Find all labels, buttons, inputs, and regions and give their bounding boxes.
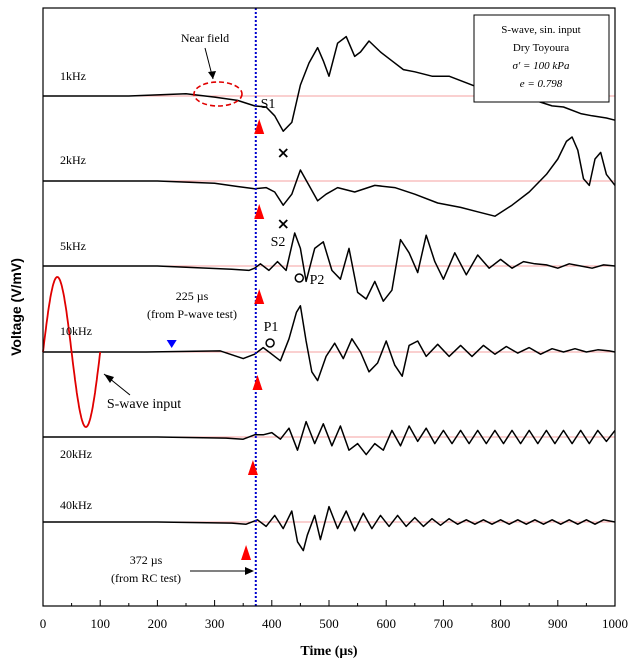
trace-40kHz (43, 505, 616, 552)
series-label-2kHz: 2kHz (60, 153, 86, 167)
x-tick-label-100: 100 (90, 616, 110, 631)
arrival-marker-20kHz (247, 460, 258, 475)
s1-marker (278, 148, 288, 158)
x-tick-label-600: 600 (376, 616, 396, 631)
legend-line-1: S-wave, sin. input (501, 24, 580, 36)
p-wave-source-label: (from P-wave test) (147, 307, 237, 321)
s1-label: S1 (261, 97, 276, 112)
rc-source-label: (from RC test) (111, 571, 181, 585)
x-tick-label-1000: 1000 (602, 616, 628, 631)
x-tick-label-700: 700 (434, 616, 454, 631)
arrival-marker-40kHz (241, 545, 252, 560)
trace-10kHz (43, 305, 616, 382)
x-tick-label-200: 200 (148, 616, 168, 631)
arrival-marker-5kHz (254, 289, 265, 304)
x-tick-label-400: 400 (262, 616, 282, 631)
rc-test-annotation: 372 µs (from RC test) (111, 553, 254, 585)
legend-line-4: e = 0.798 (520, 78, 563, 90)
x-tick-label-500: 500 (319, 616, 339, 631)
arrival-marker-10kHz (252, 375, 263, 390)
x-ticks-group: 0 100 200 300 400 500 600 700 800 900 1000 (40, 600, 628, 631)
input-sine-wave (42, 276, 102, 428)
series-label-10kHz: 10kHz (60, 324, 92, 338)
series-label-20kHz: 20kHz (60, 447, 92, 461)
legend-line-2: Dry Toyoura (513, 42, 569, 54)
trace-5kHz (43, 232, 616, 302)
arrival-marker-2kHz (254, 204, 265, 219)
x-tick-label-900: 900 (548, 616, 568, 631)
series-label-5kHz: 5kHz (60, 239, 86, 253)
trace-2kHz (43, 136, 616, 217)
s2-marker (278, 219, 288, 229)
s-wave-input-label: S-wave input (107, 397, 181, 412)
p1-label: P1 (264, 320, 279, 335)
p-wave-marker (166, 340, 177, 348)
arrival-marker-1kHz (254, 119, 265, 134)
markers-group (166, 8, 305, 606)
p2-label: P2 (310, 273, 325, 288)
traces-group (42, 35, 616, 552)
near-field-annotation: Near field (181, 31, 243, 107)
near-field-label: Near field (181, 31, 229, 45)
x-tick-label-300: 300 (205, 616, 225, 631)
series-label-1kHz: 1kHz (60, 69, 86, 83)
x-tick-label-800: 800 (491, 616, 511, 631)
p1-marker (265, 338, 275, 348)
y-axis-label: Voltage (V/mV) (8, 258, 24, 356)
near-field-ellipse (193, 81, 243, 107)
rc-time-label: 372 µs (130, 553, 163, 567)
x-axis-label: Time (µs) (300, 644, 358, 659)
p-wave-time-label: 225 µs (176, 289, 209, 303)
s-wave-input-annotation: S-wave input (103, 373, 181, 412)
x-tick-label-0: 0 (40, 616, 47, 631)
series-labels-group: 1kHz 2kHz 5kHz 10kHz 20kHz 40kHz (60, 69, 92, 512)
baselines-group (43, 95, 615, 523)
legend-line-3: σ' = 100 kPa (512, 60, 570, 72)
s2-label: S2 (271, 235, 286, 250)
series-label-40kHz: 40kHz (60, 498, 92, 512)
legend-box: S-wave, sin. input Dry Toyoura σ' = 100 … (473, 14, 610, 103)
trace-20kHz (43, 420, 616, 456)
p2-marker (294, 273, 305, 283)
